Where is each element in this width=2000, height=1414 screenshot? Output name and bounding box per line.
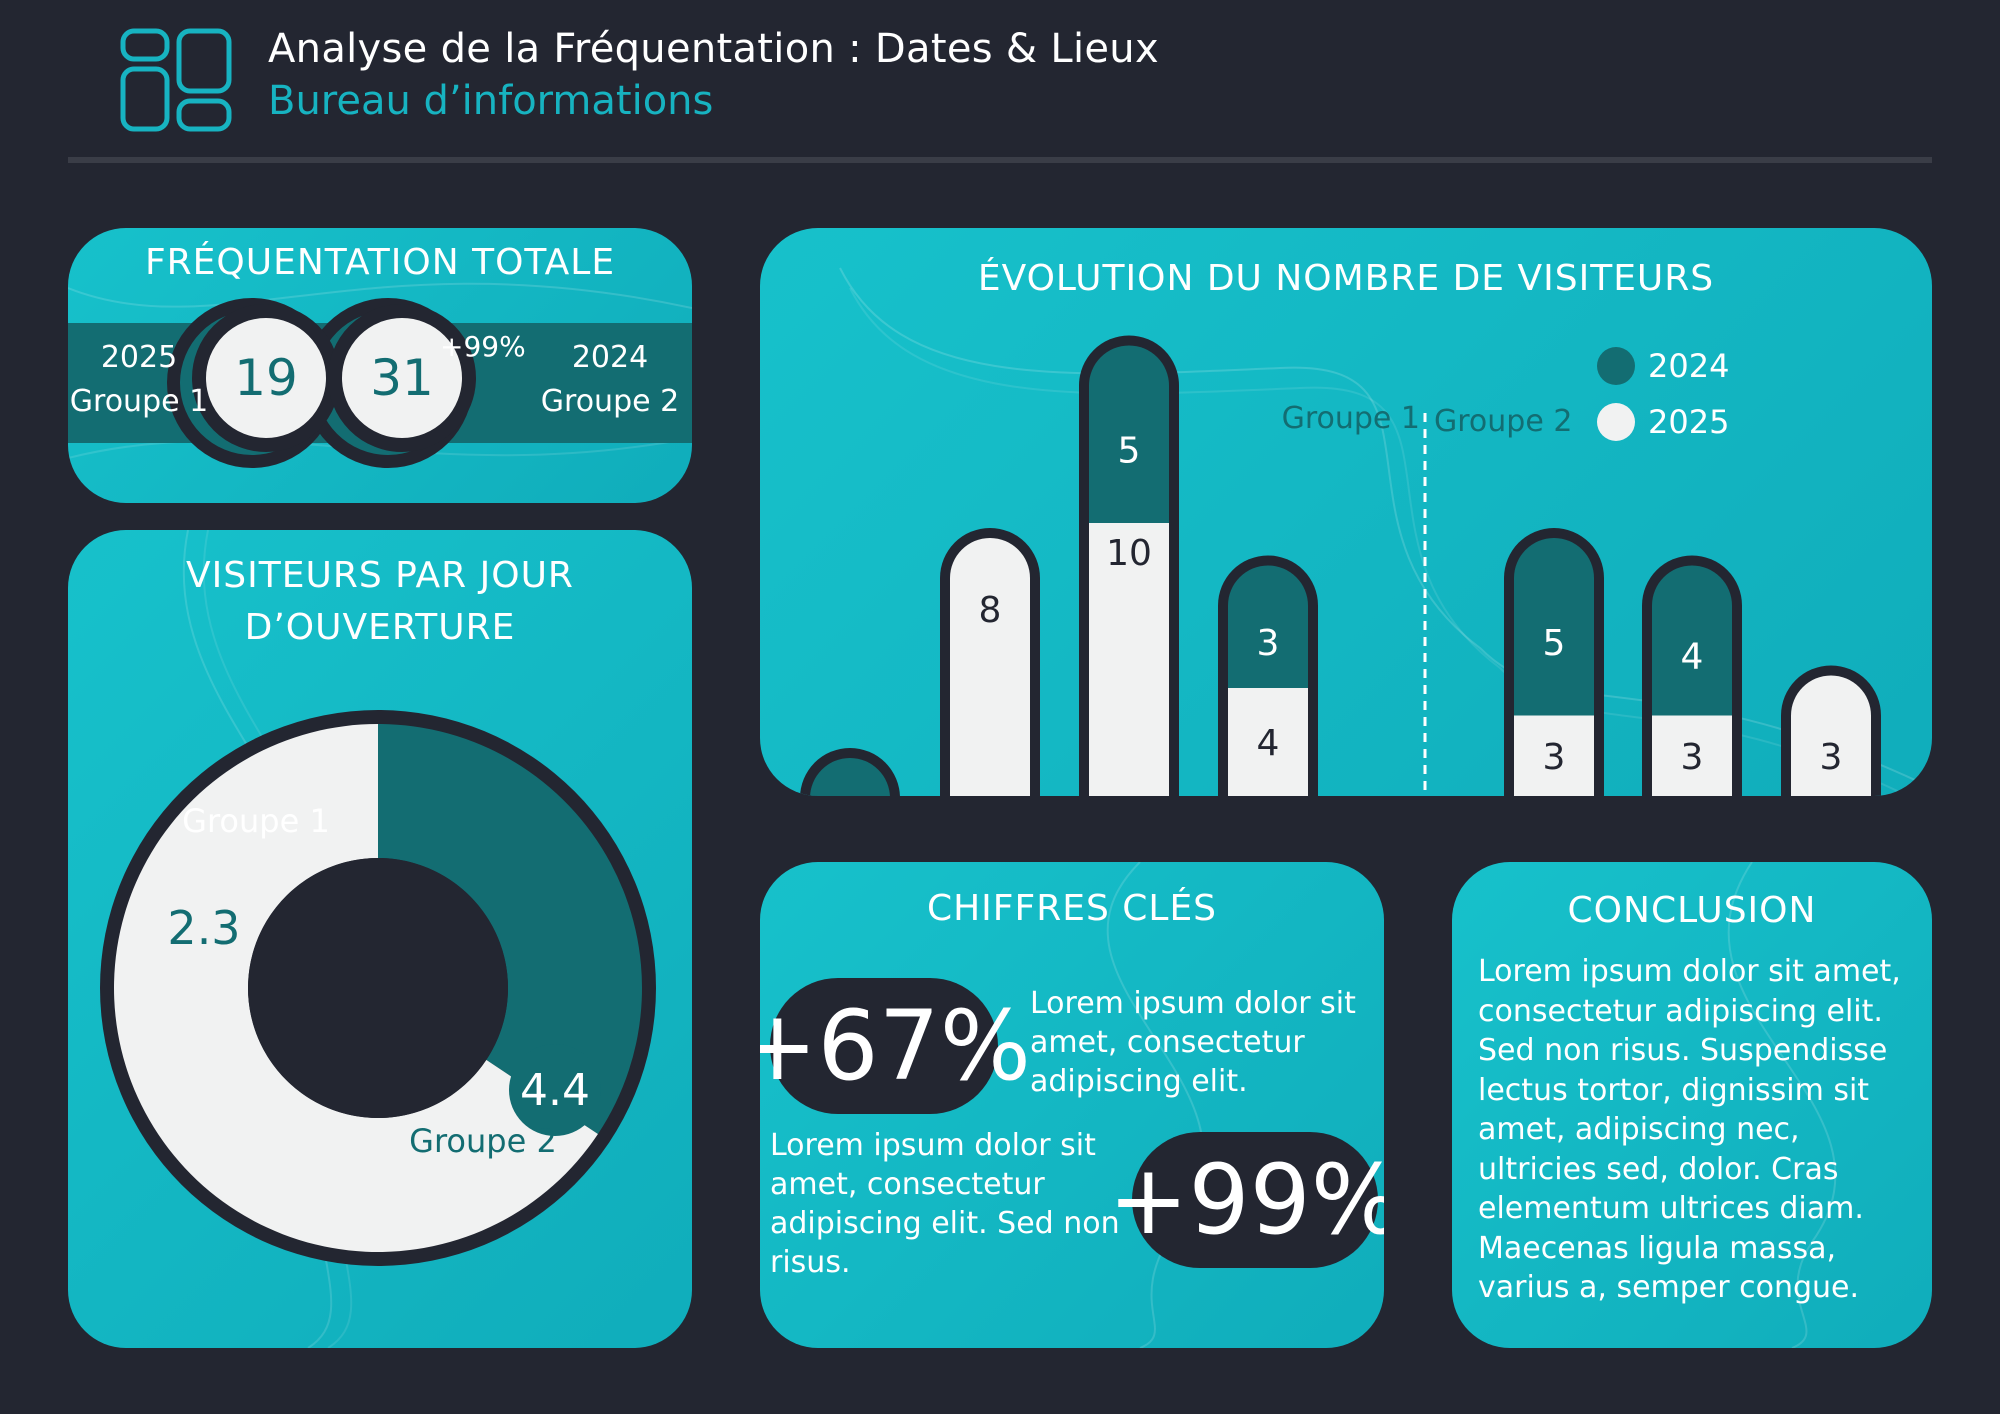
bar-value-2024: 5 [1543,623,1566,664]
bar-value-2025: 3 [1543,737,1566,778]
bar-value-2025: 8 [979,590,1002,631]
conclusion-card: CONCLUSION Lorem ipsum dolor sit amet, c… [1452,862,1932,1348]
bar-segment-2024 [1089,385,1169,523]
legend-label-2025: 2025 [1648,403,1729,441]
evolution-title: ÉVOLUTION DU NOMBRE DE VISITEURS [977,258,1715,299]
donut-value-bubble-groupe-2 [509,1044,601,1136]
bar-outline [1919,764,1932,796]
bar-segment-2024 [1228,605,1308,688]
bar-value-2024: 3 [1257,623,1280,664]
total-left-group: Groupe 1 [69,384,209,419]
per-day-title-line1: VISITEURS PAR JOUR [186,555,574,596]
key-figures-title: CHIFFRES CLÉS [926,888,1218,929]
bar-cap [1652,565,1732,606]
total-2025-value: 19 [234,349,298,407]
per-day-title-line2: D’OUVERTURE [244,607,516,648]
bar-segment-2025 [1514,715,1594,796]
conclusion-title: CONCLUSION [1567,890,1817,931]
total-left-year: 2025 [100,340,178,375]
stat-67-pill: +67% [760,978,1031,1114]
bar-cap [1228,565,1308,606]
bar-value-2024: 4 [1681,637,1704,678]
total-right-group: Groupe 2 [540,384,680,419]
bar-segment-2025 [1228,688,1308,796]
bar-segment-2025 [950,578,1030,796]
total-2025-ring: 19 [192,304,340,452]
donut-slice-groupe-2 [114,724,598,1252]
stacked-bar-chart: 8 5 10 3 4 5 3 4 3 3 Groupe 1 Groupe 2 2024 2025 [800,335,1932,796]
total-2024-ring: 31 [328,304,476,452]
bar-segment-2025 [1089,523,1169,796]
stat-67-text: Lorem ipsum dolor sit amet, consectetur … [1030,986,1356,1099]
bar-value-2025: 4 [1257,723,1280,764]
page-title: Analyse de la Fréquentation : Dates & Li… [268,26,1159,72]
header-divider [68,157,1932,163]
bar-cap [1929,782,1932,796]
bar-segment-2025 [1652,715,1732,796]
legend-label-2024: 2024 [1648,347,1729,385]
bar-cap [1514,538,1594,578]
bar-cap [1791,675,1871,716]
donut-chart: 2.3 4.4 Groupe 1 Groupe 2 [100,710,656,1266]
bar-value-2025: 3 [1681,737,1704,778]
evolution-card: ÉVOLUTION DU NOMBRE DE VISITEURS 8 5 10 3 4 5… [760,228,1932,796]
bar-cap [1089,345,1169,386]
donut-hole [248,858,508,1118]
bar-segment-2024 [1652,605,1732,716]
bar-cap [950,538,1030,578]
total-left-label: 2025 Groupe 1 [68,336,210,424]
stat-99-text: Lorem ipsum dolor sit amet, consectetur … [770,1128,1120,1280]
donut-value-groupe-2: 4.4 [520,1065,590,1116]
donut-value-bubble-groupe-1 [158,882,250,974]
donut-value-groupe-1: 2.3 [167,901,240,955]
bar-value-2025: 10 [1106,533,1152,574]
total-attendance-card: FRÉQUENTATION TOTALE 19 31 2025 Groupe 1… [68,228,692,503]
group-label-groupe-2: Groupe 2 [1434,404,1572,439]
per-day-title: VISITEURS PAR JOUR D’OUVERTURE [68,550,692,654]
total-change: +99% [440,330,526,363]
total-title: FRÉQUENTATION TOTALE [144,242,616,283]
bar-segment-2024 [1514,578,1594,716]
stat-99-pill: +99% [1108,1132,1384,1268]
donut-label-groupe-1: Groupe 1 [182,802,330,840]
bar-segment-2025 [1791,715,1871,796]
key-figures-card: CHIFFRES CLÉS +67% Lorem ipsum dolor sit… [760,862,1384,1348]
bar-cap [810,758,890,796]
conclusion-text: Lorem ipsum dolor sit amet, consectetur … [1478,954,1901,1305]
legend-swatch-2025 [1597,403,1635,441]
group-label-groupe-1: Groupe 1 [1282,401,1420,436]
bar-value-2024: 5 [1118,430,1141,471]
visitors-per-day-card: VISITEURS PAR JOUR D’OUVERTURE 2.3 4.4 G… [68,530,692,1348]
dashboard-grid-icon [120,28,232,132]
total-2024-value: 31 [370,349,434,407]
donut-slice-groupe-1 [378,724,643,1135]
donut-label-groupe-2: Groupe 2 [409,1122,557,1160]
total-right-label: 2024 Groupe 2 [528,336,692,424]
bar-value-2025: 3 [1820,737,1843,778]
legend-swatch-2024 [1597,347,1635,385]
total-right-year: 2024 [571,340,649,375]
page-subtitle: Bureau d’informations [268,78,714,124]
